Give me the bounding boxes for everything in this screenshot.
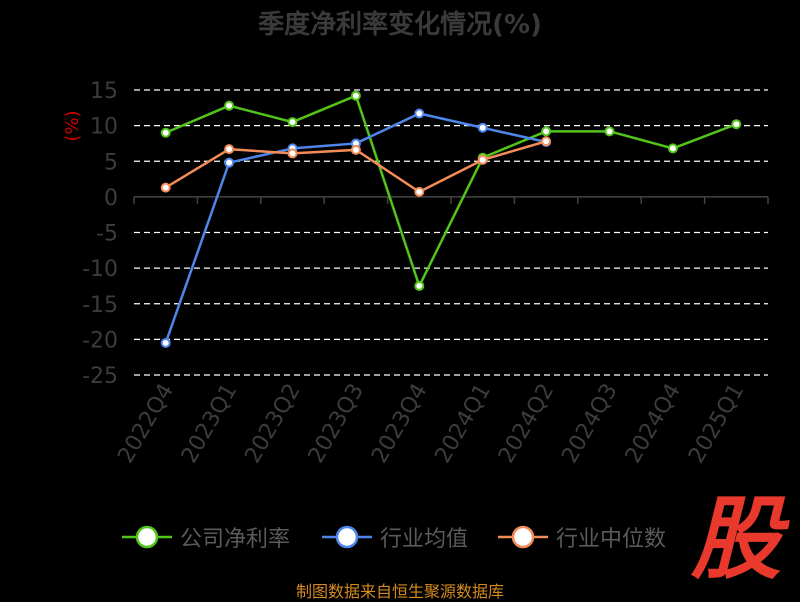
y-tick-label: -25 xyxy=(82,364,118,389)
data-point-series-2 xyxy=(350,144,361,155)
chart-legend: 公司净利率 行业均值 行业中位数 xyxy=(0,520,800,554)
data-point-series-1 xyxy=(224,157,235,168)
x-tick-label: 2024Q3 xyxy=(557,380,622,468)
data-point-series-0 xyxy=(350,90,361,101)
y-tick-label: 0 xyxy=(104,186,118,211)
y-tick-label: 10 xyxy=(90,115,118,140)
y-tick-label: -10 xyxy=(82,257,118,282)
x-tick-label: 2025Q1 xyxy=(684,380,749,468)
legend-marker-company xyxy=(122,525,172,549)
data-point-series-2 xyxy=(224,144,235,155)
data-point-series-2 xyxy=(414,186,425,197)
y-tick-label: 15 xyxy=(90,79,118,104)
x-tick-label: 2024Q2 xyxy=(494,380,559,468)
data-point-series-1 xyxy=(477,122,488,133)
data-point-series-0 xyxy=(160,127,171,138)
legend-label-industry-median: 行业中位数 xyxy=(556,527,667,552)
x-tick-label: 2024Q1 xyxy=(431,380,496,468)
y-tick-label: 5 xyxy=(104,150,118,175)
x-tick-label: 2024Q4 xyxy=(621,380,686,468)
y-tick-label: -15 xyxy=(82,293,118,318)
x-tick-label: 2023Q1 xyxy=(177,380,242,468)
data-point-series-0 xyxy=(541,126,552,137)
data-point-series-2 xyxy=(541,136,552,147)
legend-marker-industry-median xyxy=(498,525,548,549)
data-point-series-1 xyxy=(160,337,171,348)
legend-label-company: 公司净利率 xyxy=(180,527,291,552)
data-point-series-2 xyxy=(287,148,298,159)
data-point-series-1 xyxy=(414,108,425,119)
legend-item-industry-median[interactable]: 行业中位数 xyxy=(498,520,666,554)
data-point-series-0 xyxy=(604,126,615,137)
legend-marker-industry-mean xyxy=(322,525,372,549)
data-point-series-2 xyxy=(160,182,171,193)
y-tick-label: -20 xyxy=(82,328,118,353)
legend-label-industry-mean: 行业均值 xyxy=(380,527,469,552)
data-point-series-0 xyxy=(667,143,678,154)
data-point-series-0 xyxy=(224,100,235,111)
x-tick-label: 2023Q4 xyxy=(367,380,432,468)
y-axis-label: (%) xyxy=(62,110,83,141)
data-point-series-2 xyxy=(477,154,488,165)
data-source-note: 制图数据来自恒生聚源数据库 xyxy=(295,582,504,601)
chart-title: 季度净利率变化情况(%) xyxy=(258,10,542,40)
x-tick-label: 2023Q2 xyxy=(240,380,305,468)
x-tick-label: 2022Q4 xyxy=(114,380,179,468)
legend-item-company[interactable]: 公司净利率 xyxy=(122,520,290,554)
y-tick-label: -5 xyxy=(96,222,118,247)
legend-item-industry-mean[interactable]: 行业均值 xyxy=(322,520,468,554)
series-line-0 xyxy=(165,94,737,288)
brand-logo: 股 xyxy=(691,487,781,592)
x-tick-label: 2023Q3 xyxy=(304,380,369,468)
data-point-series-0 xyxy=(731,119,742,130)
data-point-series-0 xyxy=(287,117,298,128)
data-point-series-0 xyxy=(414,280,425,291)
